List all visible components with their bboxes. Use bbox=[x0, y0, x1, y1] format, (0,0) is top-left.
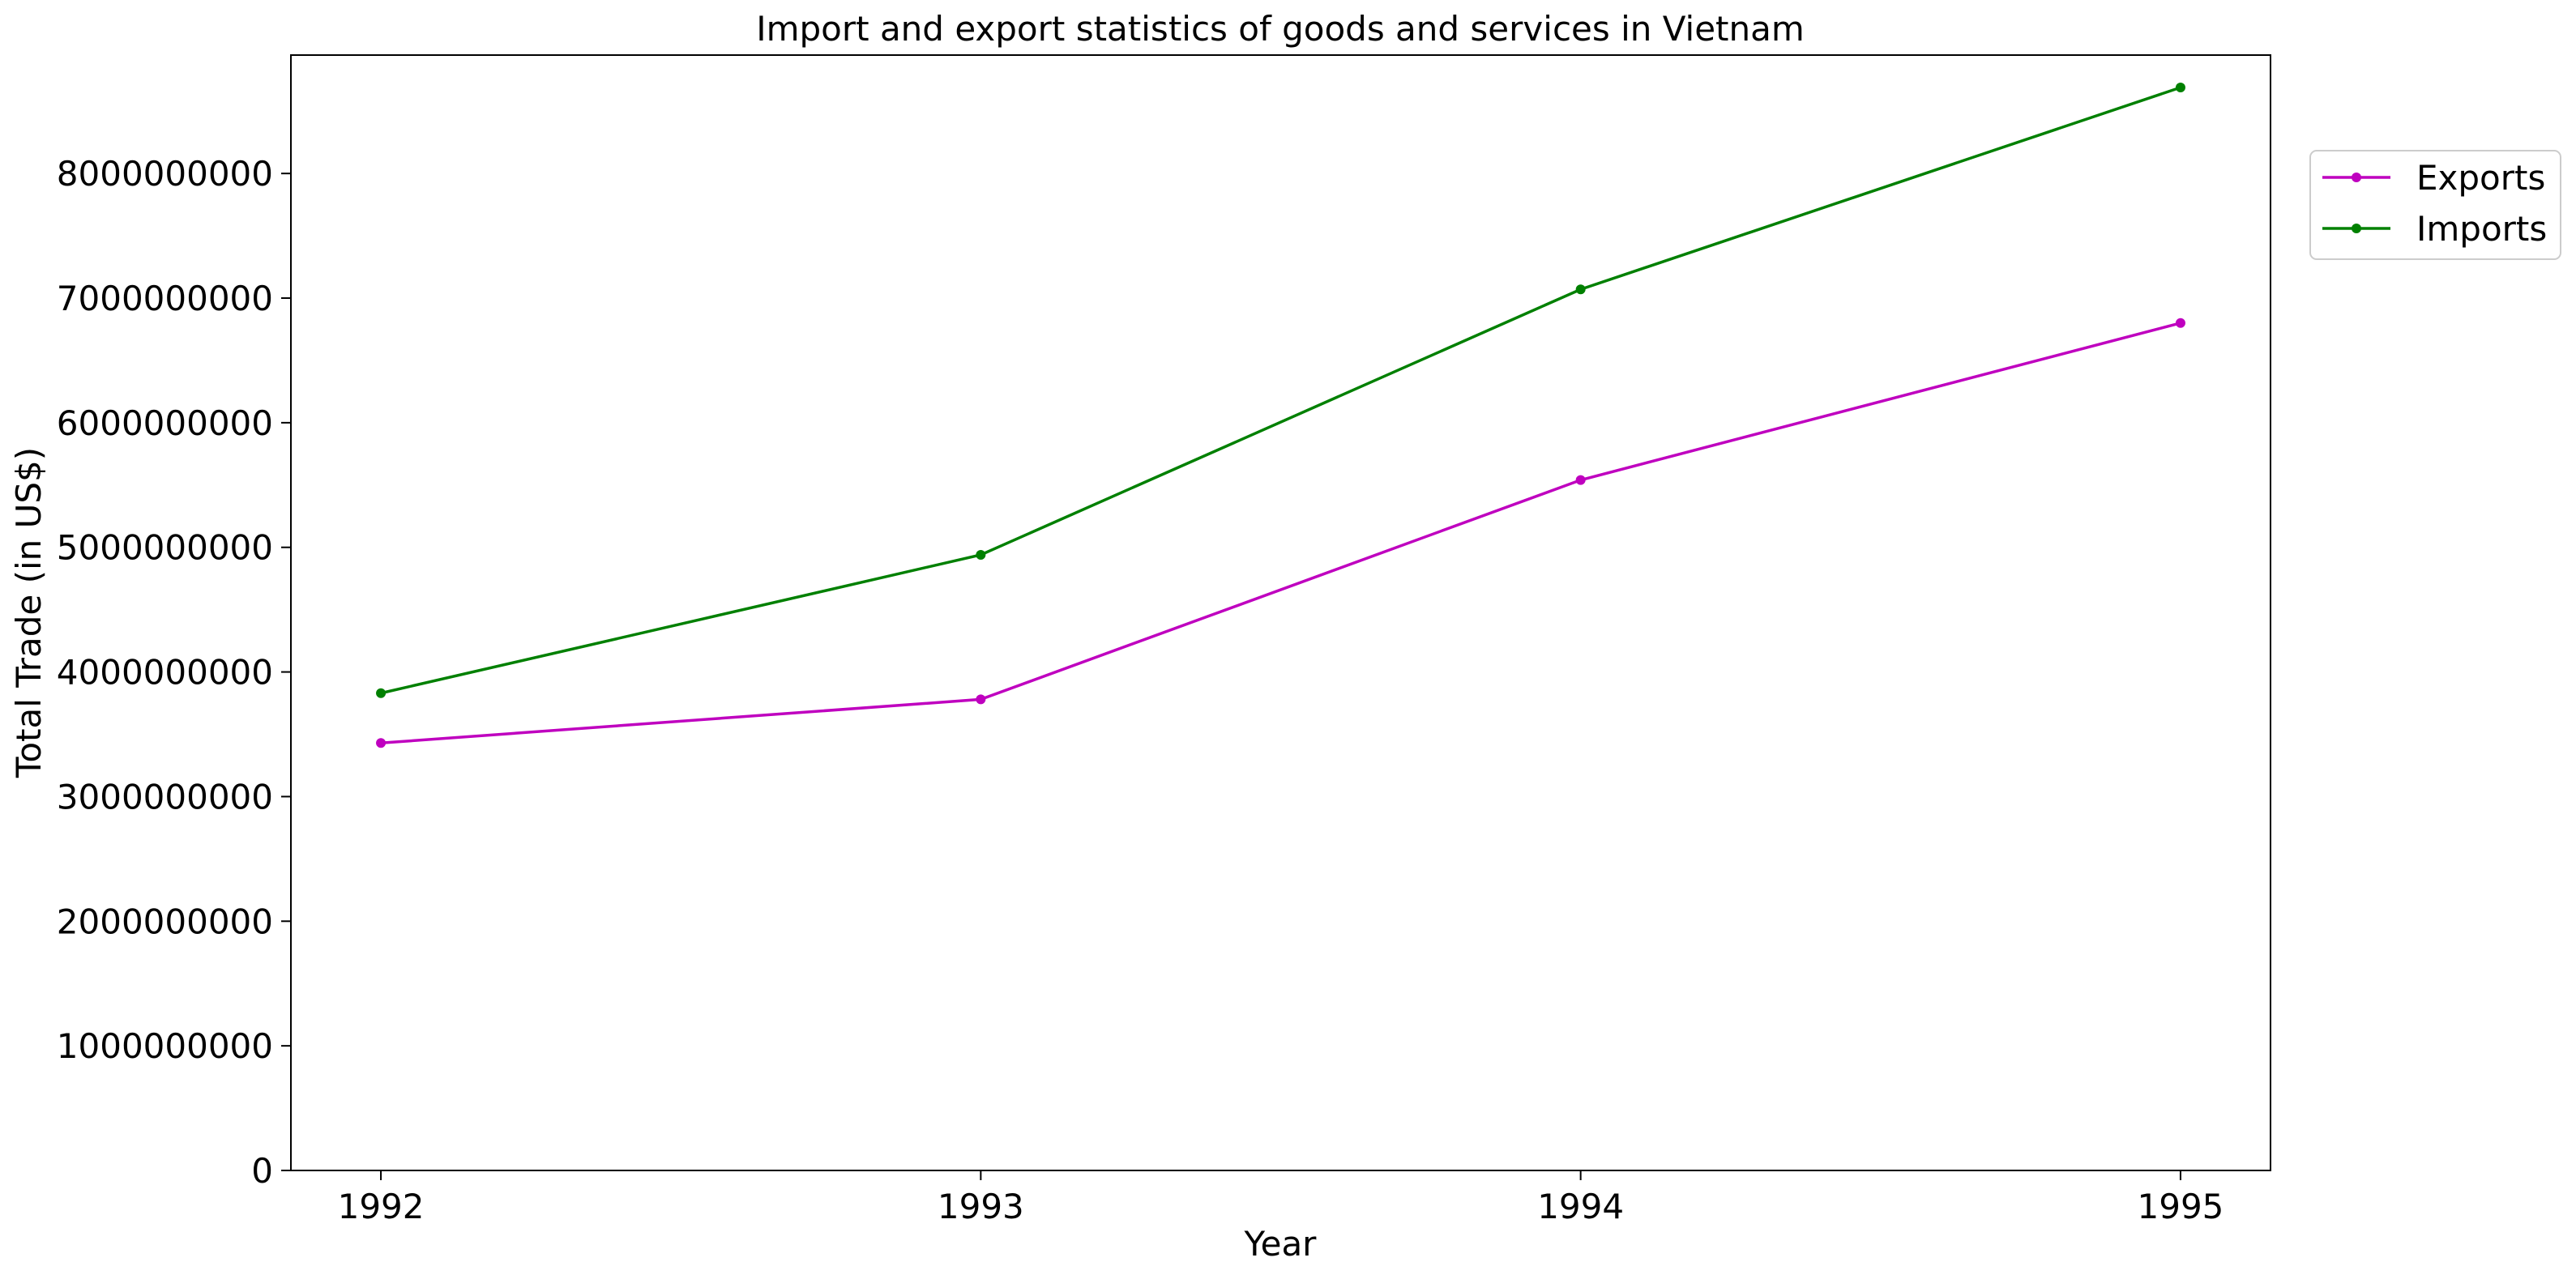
y-tick-label: 1000000000 bbox=[57, 1026, 273, 1066]
legend-label-imports: Imports bbox=[2416, 209, 2547, 249]
x-axis: 1992 1993 1994 1995 bbox=[338, 1170, 2224, 1226]
x-axis-label: Year bbox=[1244, 1224, 1318, 1264]
plot-area bbox=[290, 54, 2271, 1171]
data-point-exports bbox=[1575, 475, 1586, 485]
x-tick-label: 1994 bbox=[1537, 1187, 1624, 1226]
series-layer bbox=[376, 83, 2185, 748]
data-point-imports bbox=[2175, 83, 2185, 93]
x-tick-label: 1993 bbox=[938, 1187, 1024, 1226]
data-point-exports bbox=[376, 738, 387, 748]
data-point-imports bbox=[376, 688, 387, 698]
y-tick-label: 0 bbox=[251, 1151, 273, 1191]
y-tick-label: 3000000000 bbox=[57, 777, 273, 816]
y-axis-label: Total Trade (in US$) bbox=[9, 447, 49, 778]
chart-title: Import and export statistics of goods an… bbox=[756, 9, 1805, 49]
series-line-exports bbox=[380, 322, 2181, 745]
y-tick-label: 4000000000 bbox=[57, 653, 273, 693]
legend: Exports Imports bbox=[2309, 150, 2561, 260]
legend-marker-exports bbox=[2352, 173, 2361, 182]
y-tick-label: 8000000000 bbox=[57, 154, 273, 194]
legend-marker-imports bbox=[2352, 224, 2361, 233]
x-tick-label: 1992 bbox=[338, 1187, 425, 1226]
series-line-imports bbox=[380, 86, 2181, 695]
y-tick-label: 6000000000 bbox=[57, 403, 273, 443]
y-tick-label: 7000000000 bbox=[57, 279, 273, 318]
data-point-imports bbox=[1575, 284, 1586, 295]
y-tick-label: 2000000000 bbox=[57, 902, 273, 941]
y-axis: 0 1000000000 2000000000 3000000000 400000000… bbox=[57, 154, 291, 1191]
data-point-exports bbox=[976, 694, 986, 705]
x-tick-label: 1995 bbox=[2138, 1187, 2224, 1226]
y-tick-label: 5000000000 bbox=[57, 528, 273, 568]
data-point-exports bbox=[2175, 318, 2185, 328]
data-point-imports bbox=[976, 549, 986, 560]
legend-label-exports: Exports bbox=[2416, 158, 2545, 198]
